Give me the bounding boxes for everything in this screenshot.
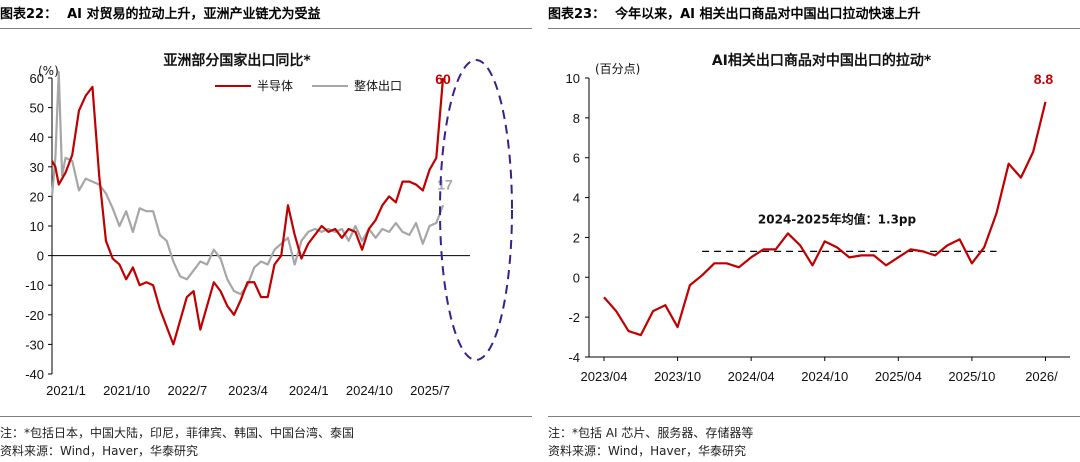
y-tick-label: -4 xyxy=(568,350,580,365)
right-chart: -4 -2 0 2 4 6 8 10 2023/04 2023/10 2024/04 2024/10 2… xyxy=(566,52,1070,384)
series-line xyxy=(50,70,445,296)
y-tick-label: -10 xyxy=(25,278,44,293)
y-tick-label: 20 xyxy=(30,189,44,204)
y-tick-label: 60 xyxy=(30,71,44,86)
left-bottom-rule xyxy=(0,416,532,417)
y-tick-label: 30 xyxy=(30,160,44,175)
x-tick-label: 2024/1 xyxy=(289,383,329,398)
series-line xyxy=(51,77,445,346)
end-data-label: 8.8 xyxy=(1034,71,1054,87)
highlight-ellipse xyxy=(439,59,513,361)
chart-title: AI相关出口商品对中国出口的拉动* xyxy=(712,52,932,69)
y-tick-label: 40 xyxy=(30,130,44,145)
x-tick-label: 2023/4 xyxy=(228,383,268,398)
x-tick-label: 2026/ xyxy=(1025,369,1058,384)
x-tick-label: 2022/7 xyxy=(167,383,207,398)
x-tick-label: 2024/10 xyxy=(346,383,393,398)
end-data-label: 60 xyxy=(435,71,451,87)
y-tick-label: 8 xyxy=(573,111,580,126)
left-note: 注：*包括日本，中国大陆，印尼，菲律宾、韩国、中国台湾、泰国 xyxy=(0,426,355,440)
y-tick-label: 2 xyxy=(573,230,580,245)
series-line xyxy=(603,101,1047,337)
y-tick-label: 4 xyxy=(573,191,580,206)
legend-label: 半导体 xyxy=(257,79,293,93)
right-note: 注：*包括 AI 芯片、服务器、存储器等 xyxy=(548,426,754,440)
y-tick-label: 0 xyxy=(37,249,44,264)
y-tick-label: -20 xyxy=(25,308,44,323)
y-tick-label: 10 xyxy=(30,219,44,234)
right-top-rule xyxy=(548,28,1080,29)
y-unit-label: (百分点) xyxy=(595,62,640,76)
left-source: 资料来源：Wind，Haver，华泰研究 xyxy=(0,444,198,458)
left-title-text: AI 对贸易的拉动上升，亚洲产业链尤为受益 xyxy=(67,7,321,22)
right-title-text: 今年以来，AI 相关出口商品对中国出口拉动快速上升 xyxy=(615,7,921,22)
mean-annotation: 2024-2025年均值：1.3pp xyxy=(758,211,917,226)
y-tick-label: 50 xyxy=(30,101,44,116)
x-tick-label: 2021/10 xyxy=(103,383,150,398)
chart-title: 亚洲部分国家出口同比* xyxy=(163,52,311,69)
x-tick-label: 2023/04 xyxy=(581,369,628,384)
y-tick-label: 10 xyxy=(566,71,580,86)
x-tick-label: 2025/04 xyxy=(875,369,922,384)
right-bottom-rule xyxy=(548,416,1080,417)
left-top-rule xyxy=(0,28,532,29)
x-tick-label: 2024/10 xyxy=(801,369,848,384)
left-title-prefix: 图表22： xyxy=(0,7,58,22)
y-tick-label: 0 xyxy=(573,270,580,285)
right-source: 资料来源：Wind，Haver，华泰研究 xyxy=(548,444,746,458)
y-tick-label: -30 xyxy=(25,337,44,352)
right-panel: 图表23： 今年以来，AI 相关出口商品对中国出口拉动快速上升 -4 -2 0 2 4 6 8… xyxy=(548,0,1080,462)
right-title-prefix: 图表23： xyxy=(548,7,606,22)
y-unit-label: (%) xyxy=(38,64,59,78)
left-panel: 图表22： AI 对贸易的拉动上升，亚洲产业链尤为受益 -40 -30 -20 -10 0… xyxy=(0,0,532,462)
legend-label: 整体出口 xyxy=(354,78,402,93)
x-tick-label: 2025/7 xyxy=(410,383,450,398)
right-panel-title: 图表23： 今年以来，AI 相关出口商品对中国出口拉动快速上升 xyxy=(548,3,921,22)
left-chart: -40 -30 -20 -10 0 10 20 30 40 50 60 2021/1 2021/10 20… xyxy=(25,52,513,398)
x-tick-label: 2025/10 xyxy=(948,369,995,384)
y-tick-label: -2 xyxy=(568,310,580,325)
x-tick-label: 2021/1 xyxy=(46,383,86,398)
x-tick-label: 2024/04 xyxy=(728,369,775,384)
x-tick-label: 2023/10 xyxy=(654,369,701,384)
left-panel-title: 图表22： AI 对贸易的拉动上升，亚洲产业链尤为受益 xyxy=(0,3,321,22)
y-tick-label: -40 xyxy=(25,367,44,382)
y-tick-label: 6 xyxy=(573,151,580,166)
